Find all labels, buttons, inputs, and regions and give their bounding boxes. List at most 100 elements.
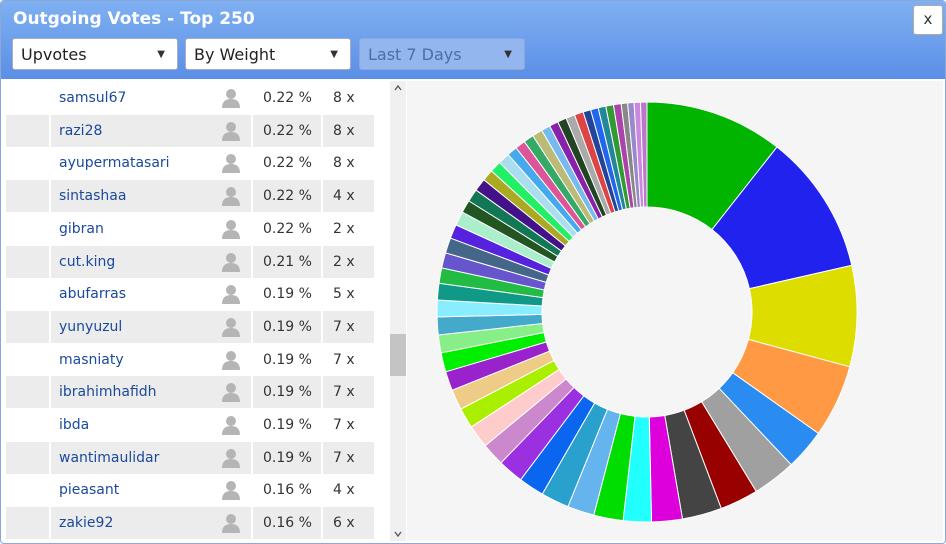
user-name[interactable]: ibda bbox=[59, 417, 90, 433]
vote-count: 2 x bbox=[333, 253, 355, 270]
user-icon bbox=[221, 513, 241, 534]
user-name[interactable]: cut.king bbox=[59, 253, 116, 270]
column-separator bbox=[321, 409, 323, 441]
column-separator bbox=[251, 180, 253, 213]
vote-count: 7 x bbox=[333, 384, 355, 401]
column-separator bbox=[49, 278, 51, 311]
column-separator bbox=[321, 376, 323, 409]
table-row: zakie92 0.16 % 6 x bbox=[6, 507, 374, 540]
column-separator bbox=[251, 114, 253, 147]
dropdown-label: Last 7 Days bbox=[368, 45, 462, 64]
scrollbar[interactable] bbox=[390, 81, 406, 541]
donut-slice[interactable] bbox=[639, 101, 648, 208]
dropdown-label[interactable]: By Weight bbox=[194, 45, 276, 64]
user-name[interactable]: sintashaa bbox=[59, 188, 127, 205]
vote-percent: 0.19 % bbox=[263, 449, 312, 466]
user-icon bbox=[221, 153, 241, 174]
column-separator bbox=[49, 474, 51, 507]
vote-percent: 0.19 % bbox=[263, 417, 312, 433]
vote-percent: 0.19 % bbox=[263, 318, 312, 335]
user-icon bbox=[221, 88, 241, 108]
user-name[interactable]: samsul67 bbox=[59, 90, 127, 106]
dropdown-label[interactable]: Upvotes bbox=[21, 45, 87, 64]
user-name[interactable]: pieasant bbox=[59, 482, 120, 499]
column-separator bbox=[251, 245, 253, 278]
vote-count: 7 x bbox=[333, 417, 355, 433]
dropdown[interactable]: Upvotes ▼ bbox=[12, 38, 178, 70]
user-icon bbox=[221, 252, 241, 272]
vote-count: 7 x bbox=[333, 351, 355, 368]
vote-percent: 0.16 % bbox=[263, 515, 312, 532]
column-separator bbox=[49, 409, 51, 441]
column-separator bbox=[251, 343, 253, 376]
vote-count: 7 x bbox=[333, 318, 355, 335]
vote-percent: 0.22 % bbox=[263, 220, 312, 237]
column-separator bbox=[251, 147, 253, 180]
user-name[interactable]: razi28 bbox=[59, 122, 103, 139]
user-name[interactable]: abufarras bbox=[59, 286, 126, 303]
user-name[interactable]: zakie92 bbox=[59, 515, 114, 532]
vote-percent: 0.22 % bbox=[263, 188, 312, 205]
column-separator bbox=[321, 147, 323, 180]
column-separator bbox=[251, 82, 253, 114]
vote-count: 2 x bbox=[333, 220, 355, 237]
column-separator bbox=[321, 441, 323, 474]
column-separator bbox=[49, 376, 51, 409]
column-separator bbox=[251, 409, 253, 441]
user-icon bbox=[221, 317, 241, 337]
user-icon bbox=[221, 448, 241, 468]
user-icon bbox=[221, 186, 241, 207]
user-name[interactable]: gibran bbox=[59, 220, 104, 237]
column-separator bbox=[321, 245, 323, 278]
column-separator bbox=[251, 474, 253, 507]
column-separator bbox=[251, 310, 253, 343]
vote-count: 6 x bbox=[333, 515, 355, 532]
close-button[interactable]: x bbox=[913, 5, 943, 35]
vote-percent: 0.21 % bbox=[263, 253, 312, 270]
user-icon bbox=[221, 350, 241, 370]
user-name[interactable]: masniaty bbox=[59, 351, 124, 368]
table-row: pieasant 0.16 % 4 x bbox=[6, 474, 374, 507]
column-separator bbox=[49, 343, 51, 376]
vote-percent: 0.22 % bbox=[263, 90, 312, 106]
column-separator bbox=[321, 474, 323, 507]
table-row: ibrahimhafidh 0.19 % 7 x bbox=[6, 376, 374, 409]
column-separator bbox=[49, 245, 51, 278]
column-separator bbox=[49, 147, 51, 180]
user-name[interactable]: wantimaulidar bbox=[59, 449, 160, 466]
table-row: ibda 0.19 % 7 x bbox=[6, 409, 374, 441]
column-separator bbox=[49, 114, 51, 147]
scroll-thumb[interactable] bbox=[390, 334, 406, 376]
table-row: yunyuzul 0.19 % 7 x bbox=[6, 310, 374, 343]
user-name[interactable]: yunyuzul bbox=[59, 318, 123, 335]
table-row: wantimaulidar 0.19 % 7 x bbox=[6, 441, 374, 474]
vote-count: 8 x bbox=[333, 155, 355, 172]
vote-count: 8 x bbox=[333, 90, 355, 106]
column-separator bbox=[49, 507, 51, 540]
user-name[interactable]: ayupermatasari bbox=[59, 155, 170, 172]
user-icon bbox=[221, 382, 241, 403]
scroll-arrows bbox=[394, 84, 402, 538]
user-name[interactable]: ibrahimhafidh bbox=[59, 384, 157, 401]
column-separator bbox=[321, 278, 323, 311]
column-separator bbox=[321, 310, 323, 343]
vote-count: 4 x bbox=[333, 188, 355, 205]
table-row: razi28 0.22 % 8 x bbox=[6, 114, 374, 147]
vote-percent: 0.19 % bbox=[263, 384, 312, 401]
user-icon bbox=[221, 415, 241, 435]
table-row: ayupermatasari 0.22 % 8 x bbox=[6, 147, 374, 180]
column-separator bbox=[49, 441, 51, 474]
column-separator bbox=[251, 212, 253, 245]
dropdown-disabled: Last 7 Days ▼ bbox=[359, 38, 525, 70]
column-separator bbox=[321, 180, 323, 213]
column-separator bbox=[251, 507, 253, 540]
column-separator bbox=[321, 114, 323, 147]
user-icon bbox=[221, 480, 241, 501]
column-separator bbox=[49, 212, 51, 245]
user-icon bbox=[221, 284, 241, 305]
vote-count: 5 x bbox=[333, 286, 355, 303]
vote-count: 4 x bbox=[333, 482, 355, 499]
dropdown[interactable]: By Weight ▼ bbox=[185, 38, 351, 70]
vote-count: 8 x bbox=[333, 122, 355, 139]
